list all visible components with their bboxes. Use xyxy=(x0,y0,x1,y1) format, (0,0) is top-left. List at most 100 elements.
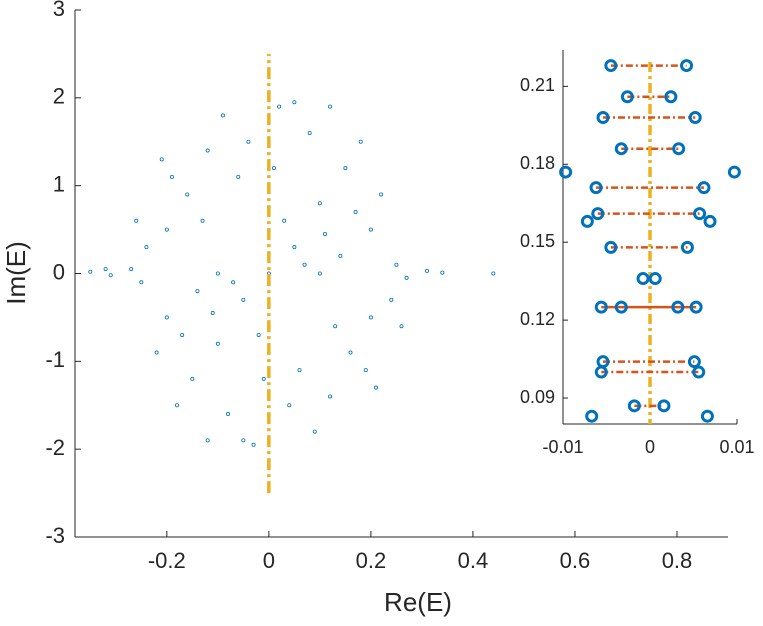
x-tick-label: -0.2 xyxy=(148,548,186,573)
scatter-point xyxy=(205,438,210,443)
scatter-point xyxy=(134,218,139,223)
inset-point xyxy=(614,300,628,314)
scatter-point xyxy=(210,311,215,316)
scatter-point xyxy=(368,227,373,232)
scatter-point xyxy=(129,267,134,272)
scatter-point xyxy=(271,166,276,171)
inset-point xyxy=(604,59,618,73)
scatter-point xyxy=(175,403,180,408)
inset-point xyxy=(657,399,671,413)
inset-x-tick-label: -0.01 xyxy=(542,437,583,457)
scatter-point xyxy=(425,268,430,273)
scatter-point xyxy=(373,385,378,390)
scatter-point xyxy=(317,271,322,276)
scatter-point xyxy=(363,368,368,373)
scatter-point xyxy=(246,139,251,144)
scatter-point xyxy=(491,271,496,276)
scatter-point xyxy=(302,262,307,267)
scatter-point xyxy=(241,438,246,443)
x-tick-label: 0.6 xyxy=(560,548,591,573)
inset-point xyxy=(680,240,694,254)
inset-point xyxy=(688,111,702,125)
scatter-point xyxy=(261,376,266,381)
scatter-point xyxy=(144,245,149,250)
scatter-point xyxy=(195,289,200,294)
scatter-point xyxy=(399,324,404,329)
y-tick-label: -1 xyxy=(45,347,65,372)
inset-point xyxy=(689,300,703,314)
scatter-point xyxy=(368,315,373,320)
scatter-point xyxy=(190,376,195,381)
inset-point xyxy=(594,365,608,379)
scatter-point xyxy=(200,218,205,223)
inset-point xyxy=(604,240,618,254)
inset-point xyxy=(680,59,694,73)
inset-point xyxy=(671,300,685,314)
scatter-point xyxy=(236,174,241,179)
scatter-point xyxy=(159,157,164,162)
scatter-point xyxy=(215,341,220,346)
inset-point xyxy=(693,207,707,221)
inset-x-tick-label: 0.01 xyxy=(719,437,754,457)
x-tick-label: 0.2 xyxy=(356,548,387,573)
scatter-point xyxy=(297,368,302,373)
inset-point xyxy=(614,142,628,156)
inset-point xyxy=(700,409,714,423)
scatter-point xyxy=(312,429,317,434)
y-tick-label: 2 xyxy=(53,84,65,109)
x-axis-label: Re(E) xyxy=(384,587,452,617)
scatter-point xyxy=(328,104,333,109)
inset-point xyxy=(648,272,662,286)
scatter-point xyxy=(154,350,159,355)
inset-point xyxy=(703,214,717,228)
inset-y-tick-label: 0.09 xyxy=(520,387,555,407)
scatter-point xyxy=(322,231,327,236)
scatter-point xyxy=(277,104,282,109)
scatter-point xyxy=(215,271,220,276)
inset-point xyxy=(692,365,706,379)
y-tick-label: -3 xyxy=(45,523,65,548)
scatter-point xyxy=(343,166,348,171)
scatter-point xyxy=(231,280,236,285)
x-tick-label: 0.8 xyxy=(662,548,693,573)
inset-x-tick-label: 0 xyxy=(645,437,655,457)
inset-point xyxy=(664,90,678,104)
scatter-point xyxy=(164,227,169,232)
scatter-point xyxy=(379,192,384,197)
inset-y-tick-label: 0.15 xyxy=(520,231,555,251)
scatter-point xyxy=(185,192,190,197)
scatter-point xyxy=(394,262,399,267)
scatter-point xyxy=(88,269,93,274)
scatter-point xyxy=(164,315,169,320)
x-tick-label: 0.4 xyxy=(458,548,489,573)
y-tick-label: -2 xyxy=(45,435,65,460)
inset-point xyxy=(620,90,634,104)
scatter-point xyxy=(256,332,261,337)
scatter-point xyxy=(292,100,297,105)
inset-point xyxy=(727,165,741,179)
scatter-point xyxy=(287,403,292,408)
inset-point xyxy=(687,355,701,369)
inset-point xyxy=(697,181,711,195)
scatter-point xyxy=(338,253,343,258)
scatter-point xyxy=(282,218,287,223)
scatter-point xyxy=(333,324,338,329)
y-tick-label: 1 xyxy=(53,171,65,196)
x-tick-label: 0 xyxy=(263,548,275,573)
inset-y-tick-label: 0.12 xyxy=(520,309,555,329)
scatter-point xyxy=(103,267,108,272)
scatter-point xyxy=(358,139,363,144)
y-axis-label: Im(E) xyxy=(1,241,31,305)
y-tick-label: 3 xyxy=(53,0,65,21)
inset-point xyxy=(589,181,603,195)
inset-y-tick-label: 0.21 xyxy=(520,75,555,95)
scatter-point xyxy=(108,273,113,278)
scatter-point xyxy=(328,394,333,399)
scatter-point xyxy=(180,332,185,337)
scatter-point xyxy=(353,210,358,215)
inset-point xyxy=(636,272,650,286)
scatter-point xyxy=(205,148,210,153)
inset-point xyxy=(594,300,608,314)
scatter-point xyxy=(251,442,256,447)
